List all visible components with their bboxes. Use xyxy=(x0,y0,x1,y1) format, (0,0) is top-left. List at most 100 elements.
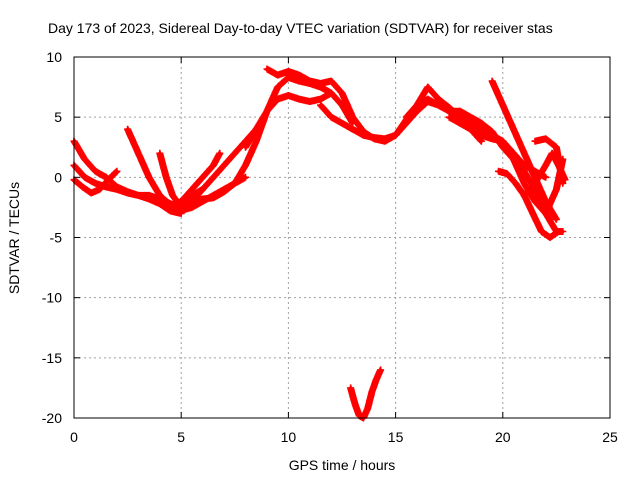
data-point xyxy=(415,103,419,107)
data-point xyxy=(171,193,175,197)
data-point xyxy=(276,85,280,89)
data-point xyxy=(308,79,312,83)
data-point xyxy=(436,103,441,107)
data-point xyxy=(511,127,516,131)
data-point xyxy=(179,199,183,203)
data-point xyxy=(211,175,215,179)
data-point xyxy=(222,190,226,194)
data-point xyxy=(158,193,162,197)
data-point xyxy=(190,205,194,210)
data-point xyxy=(308,99,312,104)
data-point xyxy=(544,163,548,167)
data-point xyxy=(329,115,333,119)
data-point xyxy=(490,79,494,83)
data-point xyxy=(511,157,516,161)
data-point xyxy=(366,406,370,410)
x-tick-label: 25 xyxy=(602,429,618,445)
y-tick-label: -15 xyxy=(42,350,62,366)
data-point xyxy=(370,389,374,394)
data-point xyxy=(106,178,110,182)
data-point xyxy=(394,133,398,137)
data-point xyxy=(286,69,290,74)
data-point xyxy=(378,368,383,372)
data-point xyxy=(556,229,561,234)
data-point xyxy=(297,79,301,83)
data-point xyxy=(522,181,526,185)
x-tick-label: 15 xyxy=(388,429,404,445)
data-point xyxy=(501,103,505,107)
x-tick-label: 5 xyxy=(177,429,185,445)
data-series-track-18 xyxy=(531,135,567,187)
data-point xyxy=(554,145,559,149)
chart-title: Day 173 of 2023, Sidereal Day-to-day VTE… xyxy=(48,20,553,36)
y-tick-label: 0 xyxy=(54,169,62,185)
data-point xyxy=(115,187,119,191)
data-point xyxy=(522,169,526,173)
data-point xyxy=(218,151,222,155)
data-point xyxy=(318,97,323,101)
data-point xyxy=(458,121,462,125)
data-point xyxy=(222,163,226,167)
y-tick-label: 5 xyxy=(54,109,62,125)
data-point xyxy=(211,196,215,200)
series-layer xyxy=(70,65,569,422)
data-point xyxy=(479,121,483,125)
data-point xyxy=(318,81,323,86)
data-point xyxy=(544,211,548,216)
data-point xyxy=(447,109,451,113)
data-point xyxy=(340,121,344,125)
data-point xyxy=(353,401,357,406)
data-point xyxy=(201,175,205,179)
data-point xyxy=(254,127,258,131)
data-point xyxy=(351,127,355,131)
data-point xyxy=(554,187,559,191)
data-point xyxy=(522,193,526,197)
data-point xyxy=(147,193,151,197)
data-point xyxy=(158,151,162,155)
data-point xyxy=(426,85,430,89)
data-point xyxy=(98,187,102,191)
data-point xyxy=(286,75,290,80)
data-point xyxy=(265,67,269,71)
data-point xyxy=(404,115,408,119)
data-point xyxy=(93,169,98,173)
data-point xyxy=(126,191,130,195)
x-tick-label: 10 xyxy=(281,429,297,445)
data-point xyxy=(531,211,535,216)
data-point xyxy=(554,217,559,222)
y-tick-label: -20 xyxy=(42,410,62,426)
data-point xyxy=(93,181,98,185)
data-point xyxy=(383,137,387,141)
data-point xyxy=(522,163,526,167)
axis-ticks xyxy=(73,56,611,419)
data-point xyxy=(340,103,344,107)
x-axis-label: GPS time / hours xyxy=(289,457,396,473)
y-axis-label: SDTVAR / TECUs xyxy=(6,182,22,294)
data-point xyxy=(458,115,462,119)
data-point xyxy=(211,163,215,167)
data-point xyxy=(533,181,537,185)
data-point xyxy=(233,181,237,185)
data-point xyxy=(158,199,162,203)
data-point xyxy=(348,386,353,390)
data-point xyxy=(276,73,280,77)
y-tick-labels: 10 5 0 -5 -10 -15 -20 xyxy=(42,49,62,426)
data-point xyxy=(201,197,205,201)
data-point xyxy=(372,136,376,140)
data-point xyxy=(533,139,537,143)
data-point xyxy=(83,175,87,179)
data-point xyxy=(469,121,473,125)
data-point xyxy=(561,181,565,185)
data-point xyxy=(544,137,548,141)
data-point xyxy=(426,97,430,101)
data-point xyxy=(254,139,258,143)
data-point xyxy=(83,157,87,161)
data-point xyxy=(276,97,280,101)
data-point xyxy=(496,169,501,173)
data-point xyxy=(447,115,451,119)
data-point xyxy=(501,145,505,149)
data-point xyxy=(539,229,543,234)
data-point xyxy=(374,377,378,382)
data-point xyxy=(544,199,548,203)
data-point xyxy=(177,209,181,213)
